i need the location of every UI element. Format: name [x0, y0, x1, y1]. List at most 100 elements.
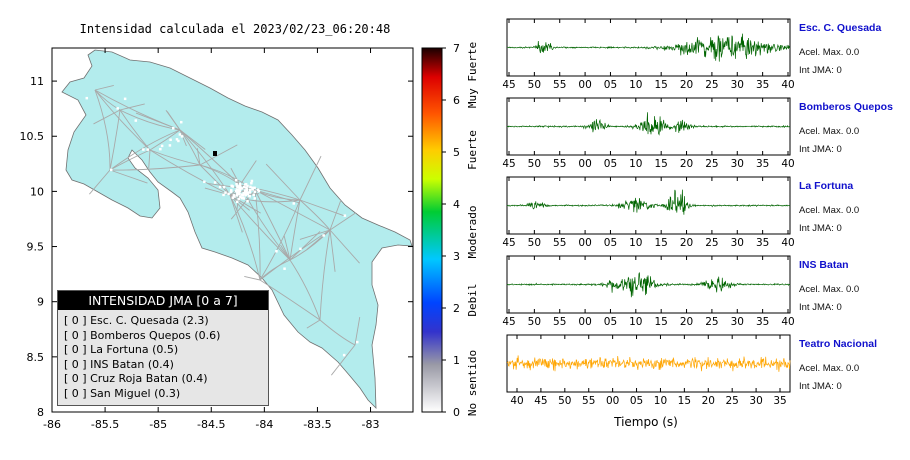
- time-tick-label: 05: [604, 158, 617, 170]
- time-tick-label: 15: [654, 158, 667, 170]
- colorbar-tick-label: 6: [453, 94, 460, 107]
- colorbar-tick-label: 4: [453, 198, 460, 211]
- time-axis-label: Tiempo (s): [613, 415, 678, 429]
- time-tick-label: 10: [629, 158, 642, 170]
- map-y-tick-label: 10: [30, 185, 44, 198]
- colorbar-category-label: Fuerte: [466, 130, 479, 170]
- time-tick-label: 10: [629, 237, 642, 249]
- time-tick-label: 25: [705, 237, 718, 249]
- time-tick-label: 55: [553, 237, 566, 249]
- seismogram-3: 45 50 55 00 05 10 15 20 25 30 35 40: [502, 255, 795, 328]
- map-y-tick-label: 8: [37, 406, 44, 419]
- map-x-tick-label: -84: [255, 418, 273, 431]
- time-tick-label: 45: [534, 395, 547, 407]
- jma-intensity: Int JMA: 0: [799, 223, 842, 234]
- time-tick-label: 00: [578, 237, 591, 249]
- station-name: Esc. C. Quesada: [799, 22, 882, 34]
- map-y-tick-label: 11: [30, 75, 44, 88]
- time-tick-label: 30: [731, 79, 744, 91]
- time-tick-label: 40: [781, 237, 794, 249]
- time-tick-label: 05: [604, 316, 617, 328]
- max-acceleration: Acel. Max. 0.0: [799, 363, 860, 374]
- time-tick-label: 15: [654, 237, 667, 249]
- time-tick-label: 40: [781, 316, 794, 328]
- time-tick-label: 15: [678, 395, 691, 407]
- waveform-line: [506, 355, 791, 372]
- map-y-axis: 11 10.5 10 9.5 9 8.5 8: [20, 75, 413, 419]
- time-tick-label: 35: [756, 237, 769, 249]
- seismogram-1: 45 50 55 00 05 10 15 20 25 30 35 40: [502, 97, 795, 170]
- legend-item: [ 0 ] La Fortuna (0.5): [64, 343, 179, 357]
- time-tick-label: 15: [654, 79, 667, 91]
- time-tick-label: 35: [756, 316, 769, 328]
- map-y-tick-label: 9: [37, 296, 44, 309]
- map-x-tick-label: -86: [43, 418, 61, 431]
- time-tick-label: 50: [558, 395, 571, 407]
- intensity-legend: INTENSIDAD JMA [0 a 7] [ 0 ] Esc. C. Que…: [57, 290, 269, 406]
- station-name: Bomberos Quepos: [799, 101, 893, 113]
- time-tick-label: 45: [502, 316, 515, 328]
- jma-intensity: Int JMA: 0: [799, 144, 842, 155]
- time-tick-label: 00: [578, 79, 591, 91]
- jma-intensity: Int JMA: 0: [799, 302, 842, 313]
- colorbar-tick-label: 1: [453, 354, 460, 367]
- legend-item: [ 0 ] Bomberos Quepos (0.6): [64, 328, 221, 342]
- seismogram-0: 45 50 55 00 05 10 15 20 25 30 35 40: [502, 18, 795, 91]
- costa-rica-land: [61, 49, 413, 409]
- max-acceleration: Acel. Max. 0.0: [799, 126, 860, 137]
- colorbar-tick-label: 2: [453, 302, 460, 315]
- time-tick-label: 20: [702, 395, 715, 407]
- waveform-line: [506, 33, 791, 62]
- waveform-line: [506, 112, 791, 136]
- time-tick-label: 20: [680, 79, 693, 91]
- colorbar-tick-label: 3: [453, 250, 460, 263]
- time-tick-label: 25: [705, 316, 718, 328]
- colorbar-tick-label: 5: [453, 146, 460, 159]
- time-tick-label: 50: [528, 79, 541, 91]
- time-tick-label: 25: [705, 158, 718, 170]
- map-panel: -86 -85.5 -85 -84.5 -84 -83.5 -83 11 10.5 10 9.5 9…: [20, 47, 414, 431]
- colorbar-category-label: Muy Fuerte: [466, 42, 479, 108]
- colorbar-category-label: Debil: [466, 283, 479, 316]
- time-tick-label: 50: [528, 237, 541, 249]
- time-tick-label: 40: [510, 395, 523, 407]
- time-tick-label: 05: [630, 395, 643, 407]
- station-name: INS Batan: [799, 259, 849, 271]
- max-acceleration: Acel. Max. 0.0: [799, 205, 860, 216]
- time-tick-label: 35: [773, 395, 786, 407]
- time-tick-label: 05: [604, 237, 617, 249]
- time-tick-label: 35: [756, 158, 769, 170]
- time-tick-label: 30: [749, 395, 762, 407]
- time-tick-label: 50: [528, 316, 541, 328]
- jma-intensity: Int JMA: 0: [799, 381, 842, 392]
- time-tick-label: 30: [731, 158, 744, 170]
- time-tick-label: 10: [629, 79, 642, 91]
- jma-intensity: Int JMA: 0: [799, 65, 842, 76]
- seismogram-2: 45 50 55 00 05 10 15 20 25 30 35 40: [502, 176, 795, 249]
- time-tick-label: 55: [553, 158, 566, 170]
- max-acceleration: Acel. Max. 0.0: [799, 47, 860, 58]
- time-tick-label: 45: [502, 158, 515, 170]
- map-x-tick-label: -84.5: [197, 418, 225, 431]
- colorbar-category-label: Moderado: [466, 206, 479, 259]
- time-tick-label: 10: [654, 395, 667, 407]
- station-name: Teatro Nacional: [799, 338, 877, 350]
- map-x-tick-label: -85.5: [91, 418, 119, 431]
- time-tick-label: 35: [756, 79, 769, 91]
- time-tick-label: 25: [705, 79, 718, 91]
- time-tick-label: 40: [781, 158, 794, 170]
- time-tick-label: 30: [731, 316, 744, 328]
- time-tick-label: 20: [680, 237, 693, 249]
- colorbar-category-label: No sentido: [466, 350, 479, 416]
- time-tick-label: 45: [502, 237, 515, 249]
- time-tick-label: 20: [680, 158, 693, 170]
- colorbar-tick-label: 7: [453, 42, 460, 55]
- time-tick-label: 05: [604, 79, 617, 91]
- map-y-tick-label: 8.5: [27, 351, 45, 364]
- road-network: [89, 85, 361, 376]
- map-x-tick-label: -83.5: [303, 418, 331, 431]
- legend-item: [ 0 ] Esc. C. Quesada (2.3): [64, 314, 209, 327]
- max-acceleration: Acel. Max. 0.0: [799, 284, 860, 295]
- time-tick-label: 10: [629, 316, 642, 328]
- time-tick-label: 20: [680, 316, 693, 328]
